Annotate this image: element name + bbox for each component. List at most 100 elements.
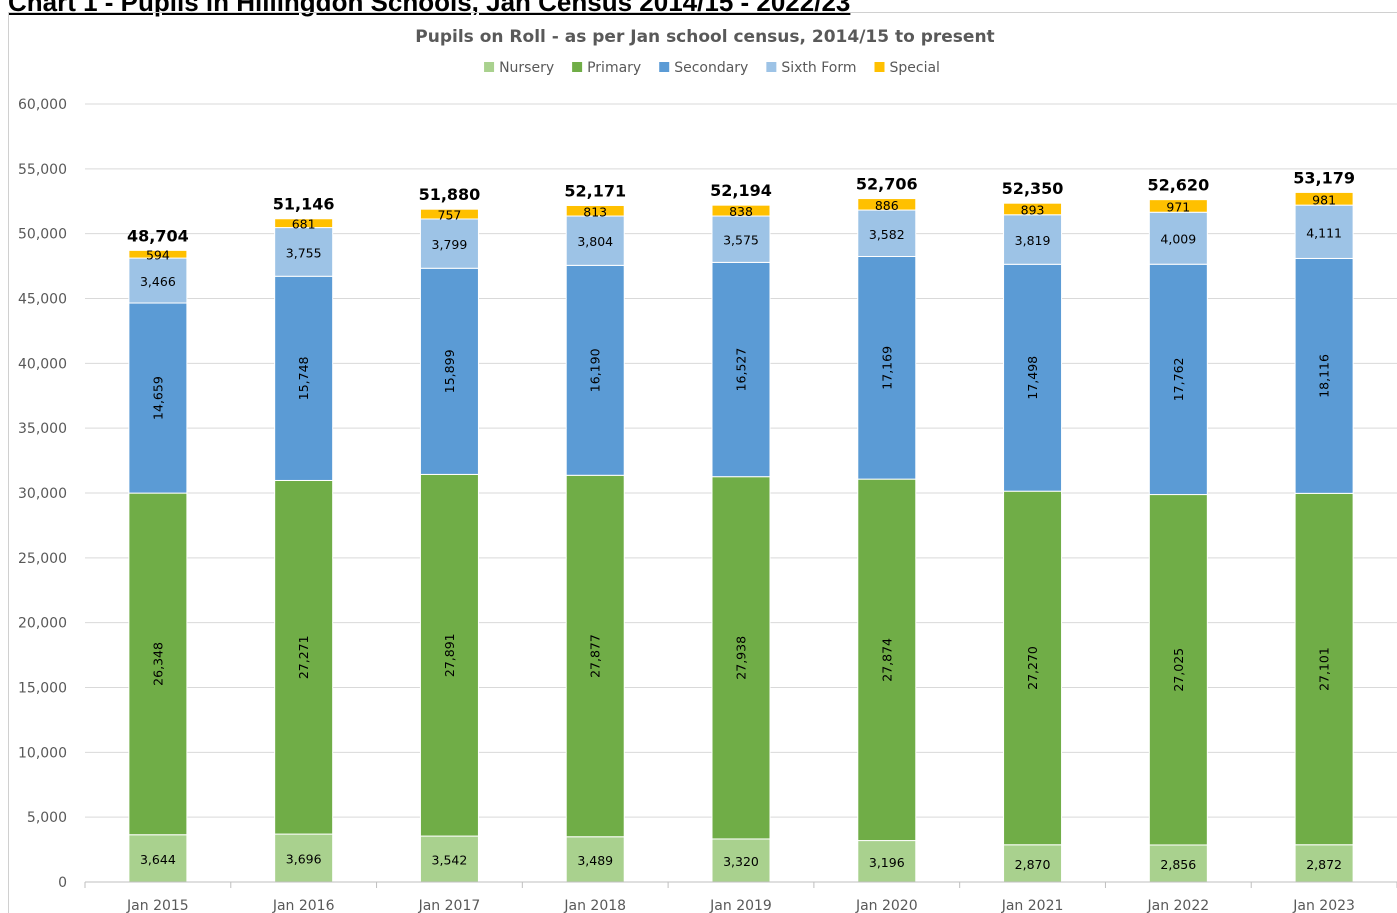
bar-group-jan-2023: 2,872 27,101 18,116 4,111 981 53,179 <box>1293 168 1355 882</box>
data-label-secondary-jan-2015: 14,659 <box>150 376 165 420</box>
data-label-sixth-form-jan-2021: 3,819 <box>1015 233 1051 248</box>
y-tick-label: 55,000 <box>18 162 67 178</box>
data-label-special-jan-2017: 757 <box>438 208 462 223</box>
total-label-jan-2016: 51,146 <box>273 195 335 214</box>
x-tick-label-jan-2018: Jan 2018 <box>563 898 626 913</box>
bar-group-jan-2021: 2,870 27,270 17,498 3,819 893 52,350 <box>1002 179 1064 882</box>
data-label-sixth-form-jan-2023: 4,111 <box>1306 225 1342 240</box>
data-label-primary-jan-2019: 27,938 <box>734 636 749 680</box>
bar-group-jan-2022: 2,856 27,025 17,762 4,009 971 52,620 <box>1147 176 1209 882</box>
data-label-special-jan-2021: 893 <box>1021 202 1045 217</box>
data-label-special-jan-2022: 971 <box>1166 199 1190 214</box>
y-tick-label: 15,000 <box>18 681 67 697</box>
data-label-nursery-jan-2020: 3,196 <box>869 855 905 870</box>
data-label-nursery-jan-2022: 2,856 <box>1160 857 1196 872</box>
data-label-primary-jan-2017: 27,891 <box>442 633 457 677</box>
data-label-primary-jan-2020: 27,874 <box>879 638 894 682</box>
data-label-primary-jan-2023: 27,101 <box>1317 647 1332 691</box>
legend-label-sixth-form: Sixth Form <box>781 60 856 76</box>
data-label-nursery-jan-2015: 3,644 <box>140 852 176 867</box>
bar-group-jan-2018: 3,489 27,877 16,190 3,804 813 52,171 <box>564 181 626 882</box>
chart-title: Pupils on Roll - as per Jan school censu… <box>415 27 994 47</box>
legend-label-special: Special <box>889 60 939 76</box>
data-label-primary-jan-2018: 27,877 <box>588 634 603 678</box>
total-label-jan-2023: 53,179 <box>1293 168 1355 187</box>
total-label-jan-2020: 52,706 <box>856 175 918 194</box>
bar-group-jan-2020: 3,196 27,874 17,169 3,582 886 52,706 <box>856 175 918 882</box>
data-label-secondary-jan-2021: 17,498 <box>1025 356 1040 400</box>
legend-label-secondary: Secondary <box>674 60 748 76</box>
data-label-secondary-jan-2023: 18,116 <box>1317 354 1332 398</box>
y-tick-label: 35,000 <box>18 421 67 437</box>
y-axis: 0 5,000 10,000 15,000 20,000 25,000 30,000 35,0… <box>18 97 67 891</box>
x-tick-label-jan-2016: Jan 2016 <box>272 898 335 913</box>
data-label-secondary-jan-2016: 15,748 <box>296 356 311 400</box>
x-tick-label-jan-2019: Jan 2019 <box>709 898 772 913</box>
bar-group-jan-2016: 3,696 27,271 15,748 3,755 681 51,146 <box>273 195 335 882</box>
legend-swatch-nursery <box>484 62 494 72</box>
data-label-nursery-jan-2019: 3,320 <box>723 854 759 869</box>
data-label-nursery-jan-2017: 3,542 <box>432 853 468 868</box>
y-tick-label: 60,000 <box>18 97 67 113</box>
data-label-primary-jan-2021: 27,270 <box>1025 646 1040 690</box>
bars: 3,644 26,348 14,659 3,466 594 48,704 3,696 27,2… <box>127 168 1355 882</box>
data-label-primary-jan-2022: 27,025 <box>1171 648 1186 692</box>
y-tick-label: 20,000 <box>18 616 67 632</box>
data-label-nursery-jan-2023: 2,872 <box>1306 857 1342 872</box>
total-label-jan-2015: 48,704 <box>127 226 189 245</box>
data-label-primary-jan-2015: 26,348 <box>150 642 165 686</box>
data-label-primary-jan-2016: 27,271 <box>296 635 311 679</box>
y-tick-label: 30,000 <box>18 486 67 502</box>
data-label-sixth-form-jan-2019: 3,575 <box>723 233 759 248</box>
legend-swatch-sixth-form <box>766 62 776 72</box>
data-label-special-jan-2016: 681 <box>292 217 316 232</box>
y-tick-label: 50,000 <box>18 227 67 243</box>
data-label-sixth-form-jan-2017: 3,799 <box>432 237 468 252</box>
data-label-special-jan-2015: 594 <box>146 248 170 263</box>
total-label-jan-2021: 52,350 <box>1002 179 1064 198</box>
data-label-secondary-jan-2018: 16,190 <box>588 348 603 392</box>
legend-label-nursery: Nursery <box>499 60 554 76</box>
y-tick-label: 10,000 <box>18 745 67 761</box>
legend-swatch-secondary <box>659 62 669 72</box>
data-label-nursery-jan-2016: 3,696 <box>286 852 322 867</box>
data-label-secondary-jan-2020: 17,169 <box>879 346 894 390</box>
data-label-sixth-form-jan-2020: 3,582 <box>869 227 905 242</box>
x-tick-label-jan-2021: Jan 2021 <box>1001 898 1064 913</box>
x-axis: Jan 2015 Jan 2016 Jan 2017 Jan 2018 Jan 2019… <box>85 882 1397 913</box>
y-tick-label: 40,000 <box>18 356 67 372</box>
x-tick-label-jan-2023: Jan 2023 <box>1292 898 1355 913</box>
data-label-special-jan-2020: 886 <box>875 198 899 213</box>
total-label-jan-2017: 51,880 <box>419 185 481 204</box>
y-tick-label: 0 <box>58 875 67 891</box>
data-label-sixth-form-jan-2016: 3,755 <box>286 245 322 260</box>
legend-swatch-primary <box>572 62 582 72</box>
data-label-special-jan-2023: 981 <box>1312 192 1336 207</box>
total-label-jan-2019: 52,194 <box>710 181 772 200</box>
x-tick-label-jan-2015: Jan 2015 <box>126 898 189 913</box>
total-label-jan-2022: 52,620 <box>1147 176 1209 195</box>
data-label-secondary-jan-2019: 16,527 <box>734 348 749 392</box>
bar-group-jan-2017: 3,542 27,891 15,899 3,799 757 51,880 <box>419 185 481 882</box>
x-tick-label-jan-2022: Jan 2022 <box>1146 898 1209 913</box>
data-label-special-jan-2018: 813 <box>583 204 607 219</box>
x-tick-label-jan-2017: Jan 2017 <box>418 898 481 913</box>
data-label-nursery-jan-2021: 2,870 <box>1015 857 1051 872</box>
bar-group-jan-2019: 3,320 27,938 16,527 3,575 838 52,194 <box>710 181 772 882</box>
total-label-jan-2018: 52,171 <box>564 181 626 200</box>
legend-swatch-special <box>874 62 884 72</box>
data-label-sixth-form-jan-2018: 3,804 <box>577 234 613 249</box>
bar-group-jan-2015: 3,644 26,348 14,659 3,466 594 48,704 <box>127 226 189 882</box>
legend: Nursery Primary Secondary Sixth Form Special <box>484 60 940 76</box>
y-tick-label: 5,000 <box>27 810 67 826</box>
legend-label-primary: Primary <box>587 60 641 76</box>
data-label-sixth-form-jan-2022: 4,009 <box>1160 232 1196 247</box>
y-tick-label: 45,000 <box>18 292 67 308</box>
data-label-special-jan-2019: 838 <box>729 204 753 219</box>
data-label-nursery-jan-2018: 3,489 <box>577 853 613 868</box>
y-tick-label: 25,000 <box>18 551 67 567</box>
data-label-sixth-form-jan-2015: 3,466 <box>140 274 176 289</box>
x-tick-label-jan-2020: Jan 2020 <box>855 898 918 913</box>
data-label-secondary-jan-2022: 17,762 <box>1171 358 1186 402</box>
